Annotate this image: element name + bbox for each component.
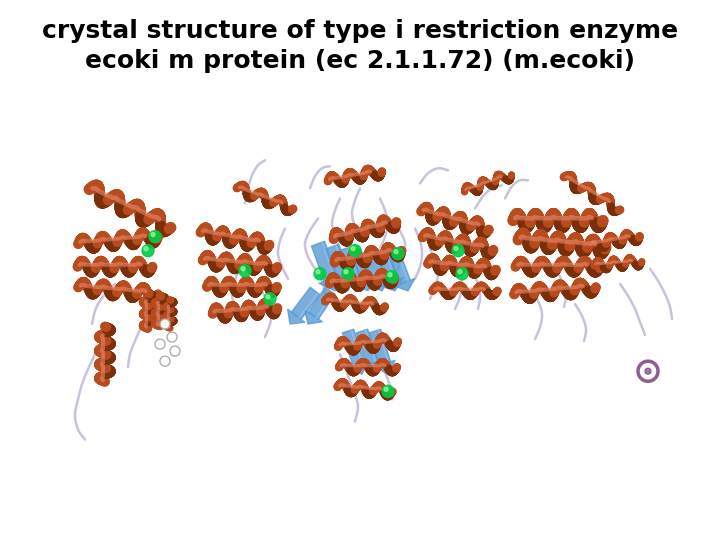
Circle shape xyxy=(151,233,155,237)
Circle shape xyxy=(392,248,404,260)
Polygon shape xyxy=(332,275,356,291)
Polygon shape xyxy=(390,254,410,285)
Circle shape xyxy=(351,247,355,251)
Circle shape xyxy=(266,295,270,299)
Circle shape xyxy=(264,293,276,305)
Polygon shape xyxy=(339,247,361,282)
Polygon shape xyxy=(367,277,391,291)
Circle shape xyxy=(386,271,398,283)
Polygon shape xyxy=(288,309,305,324)
Polygon shape xyxy=(312,241,338,281)
Text: crystal structure of type i restriction enzyme
ecoki m protein (ec 2.1.1.72) (m.: crystal structure of type i restriction … xyxy=(42,19,678,72)
Circle shape xyxy=(454,247,458,251)
Polygon shape xyxy=(308,287,335,319)
Circle shape xyxy=(170,346,180,356)
Circle shape xyxy=(349,245,361,256)
Circle shape xyxy=(344,270,348,274)
Circle shape xyxy=(239,265,251,277)
Polygon shape xyxy=(305,310,323,324)
Polygon shape xyxy=(380,278,404,291)
Polygon shape xyxy=(374,360,395,374)
Circle shape xyxy=(382,385,394,397)
Polygon shape xyxy=(354,278,375,291)
Circle shape xyxy=(458,270,462,274)
Circle shape xyxy=(388,273,392,277)
Polygon shape xyxy=(364,248,386,283)
Polygon shape xyxy=(344,277,365,291)
Polygon shape xyxy=(375,251,398,284)
Circle shape xyxy=(160,356,170,366)
Circle shape xyxy=(142,245,154,256)
Circle shape xyxy=(155,339,165,349)
Circle shape xyxy=(316,270,320,274)
Polygon shape xyxy=(325,244,351,282)
Polygon shape xyxy=(342,329,364,365)
Circle shape xyxy=(314,268,326,280)
Polygon shape xyxy=(356,329,378,365)
Circle shape xyxy=(394,249,398,254)
Circle shape xyxy=(144,247,148,251)
Circle shape xyxy=(452,245,464,256)
Polygon shape xyxy=(362,360,383,374)
Circle shape xyxy=(160,319,170,329)
Circle shape xyxy=(167,332,177,342)
Polygon shape xyxy=(369,329,390,365)
Circle shape xyxy=(384,387,388,392)
Polygon shape xyxy=(348,360,369,374)
Circle shape xyxy=(342,268,354,280)
Polygon shape xyxy=(319,275,343,291)
Polygon shape xyxy=(395,279,415,291)
Circle shape xyxy=(456,268,468,280)
Polygon shape xyxy=(349,249,371,282)
Circle shape xyxy=(645,368,651,374)
Circle shape xyxy=(149,231,161,242)
Polygon shape xyxy=(292,287,320,319)
Circle shape xyxy=(241,267,245,271)
